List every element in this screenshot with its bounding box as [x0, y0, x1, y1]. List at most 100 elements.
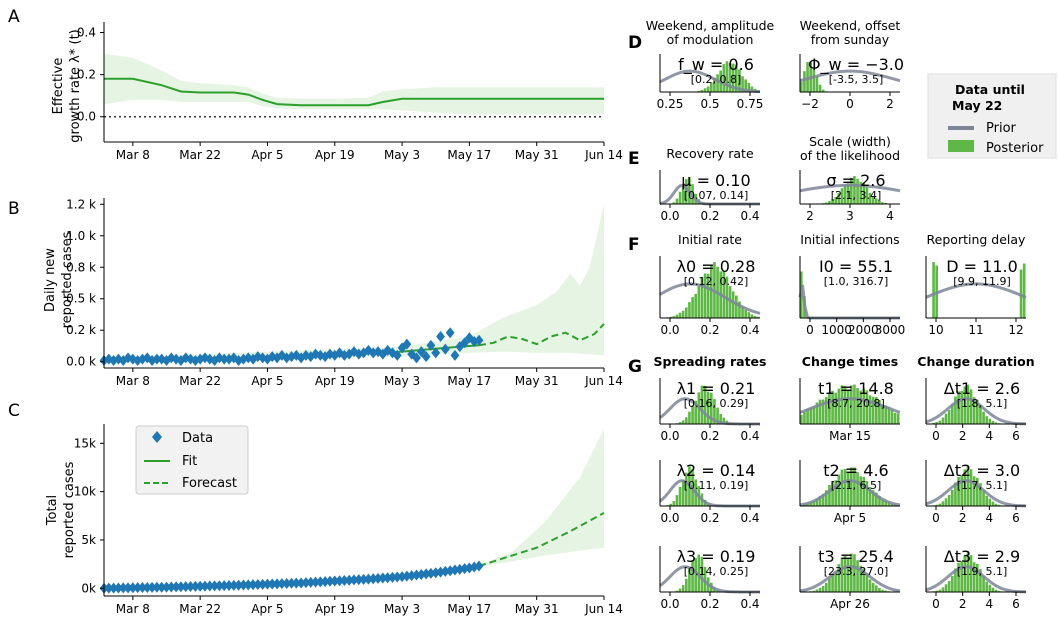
posterior-bar: [853, 554, 856, 592]
posterior-bar: [878, 200, 881, 204]
prior-curve: [925, 397, 1027, 426]
chart-b-data-point: [440, 343, 450, 355]
prior-curve: [799, 479, 901, 507]
chart-c-xtick-label: May 31: [515, 602, 559, 616]
dist-panel-interval: [1.0, 316.7]: [824, 275, 889, 288]
chart-c-data-point: [104, 582, 114, 594]
chart-a-ytick-label: 0.0: [77, 110, 96, 124]
posterior-bar: [694, 293, 697, 318]
posterior-bar: [881, 589, 884, 592]
dist-panel-xtick-label: 3000: [875, 323, 906, 337]
posterior-bar: [976, 477, 979, 506]
posterior-bar: [1022, 263, 1026, 318]
dist-panel-xtick-label: 0: [932, 597, 940, 611]
chart-c-band-area: [479, 428, 604, 567]
dist-panel-xtick-label: 4: [986, 597, 994, 611]
dist-panel-xtick-label: 0.4: [740, 323, 759, 337]
posterior-bar: [806, 409, 809, 424]
panel-letter-a: A: [8, 7, 20, 27]
posterior-bar: [941, 417, 945, 424]
chart-c-data-point: [267, 578, 277, 590]
chart-c-data-point: [263, 578, 272, 590]
prior-curve: [799, 183, 901, 193]
chart-c-data-point: [162, 581, 171, 593]
posterior-bar: [966, 384, 970, 424]
chart-c-xtick-label: May 17: [447, 602, 491, 616]
chart-b-data-point: [460, 337, 469, 349]
dist-panel-xtick-label: 0: [932, 511, 940, 525]
chart-c-data-point: [219, 580, 229, 592]
chart-a-xtick-label: Mar 8: [116, 148, 150, 162]
chart-b-data-point: [445, 327, 455, 339]
chart-b-data-point: [392, 349, 402, 361]
posterior-bar: [938, 420, 942, 424]
posterior-bar: [688, 568, 691, 592]
chart-c-ytick-label: 5k: [81, 533, 96, 547]
panel-letter-e: E: [628, 149, 640, 169]
chart-c-data-point: [258, 578, 268, 590]
posterior-bar: [853, 384, 856, 424]
posterior-legend-label: Posterior: [986, 141, 1044, 156]
posterior-bar: [947, 581, 951, 592]
chart-c-data-point: [176, 581, 186, 593]
chart-c-data-point: [195, 580, 205, 592]
posterior-bar: [944, 498, 948, 506]
chart-b-xtick-label: Apr 19: [315, 374, 355, 388]
chart-a-xtick-label: Apr 19: [315, 148, 355, 162]
posterior-bar: [954, 482, 957, 506]
chart-panel-a: 0.0 0.2 0.4 Mar 8 Mar 22 Apr 5 Apr 19 May 3 May…: [51, 22, 623, 162]
chart-c-data-point: [344, 574, 354, 586]
posterior-bar: [957, 562, 960, 592]
dist-panel-xtick-label: 0.75: [737, 97, 764, 111]
dist-panel-xtick-label: 0.0: [660, 323, 679, 337]
posterior-bar: [972, 397, 976, 424]
dist-panel-g6: Δt2 = 3.0[1.7, 5.1] 0 2 4 6: [925, 460, 1027, 525]
dist-panel-xtick-label: 6: [1012, 597, 1020, 611]
chart-c-data-point: [368, 573, 378, 585]
chart-b-data-point: [455, 341, 465, 353]
dist-panel-xtick-label: 2: [886, 97, 894, 111]
dist-panel-title: Reporting delay: [927, 232, 1026, 247]
dist-panel-g7: λ3 = 0.19[0.14, 0.25] 0.0 0.2 0.4: [659, 546, 760, 611]
posterior-bar: [954, 396, 957, 424]
chart-b-data-point: [219, 353, 229, 365]
chart-c-data-point: [248, 579, 258, 591]
posterior-bar: [812, 590, 816, 592]
dist-panel-xtick-label: 0: [846, 97, 854, 111]
posterior-bar: [747, 312, 751, 318]
posterior-bar: [697, 554, 701, 592]
posterior-bar: [938, 589, 942, 592]
posterior-bar: [941, 501, 945, 506]
posterior-bar: [681, 420, 685, 424]
posterior-bar: [878, 496, 881, 506]
posterior-bar: [834, 392, 837, 424]
posterior-bar: [859, 390, 862, 424]
posterior-bar: [991, 420, 995, 424]
chart-c-data-point: [186, 580, 195, 592]
chart-b-data-point: [431, 347, 441, 359]
posterior-bar: [850, 467, 853, 506]
chart-c-data-point: [157, 581, 167, 593]
chart-c-data-point: [373, 572, 383, 584]
chart-b-data-point: [474, 334, 484, 346]
posterior-bar: [681, 184, 685, 204]
dist-panel-interval: [8.7, 20.8]: [827, 397, 885, 410]
chart-b-data-point: [133, 354, 143, 366]
chart-c-data-point: [152, 581, 162, 593]
chart-b-data-point: [450, 349, 460, 361]
posterior-bar: [960, 475, 963, 506]
chart-b-data-point: [138, 353, 147, 365]
posterior-bar: [825, 490, 828, 506]
posterior-bar: [941, 587, 945, 592]
chart-a-xtick-label: Mar 22: [179, 148, 221, 162]
posterior-bar: [688, 302, 691, 318]
chart-c-xtick-label: Mar 22: [179, 602, 221, 616]
chart-c-data-point: [301, 577, 311, 589]
dist-panel-xtick-label: Apr 26: [830, 597, 870, 611]
posterior-bar: [675, 590, 679, 592]
chart-b-xtick-label: Mar 8: [116, 374, 150, 388]
posterior-bar: [800, 81, 803, 92]
posterior-bar: [969, 469, 973, 506]
posterior-bar: [994, 589, 998, 592]
